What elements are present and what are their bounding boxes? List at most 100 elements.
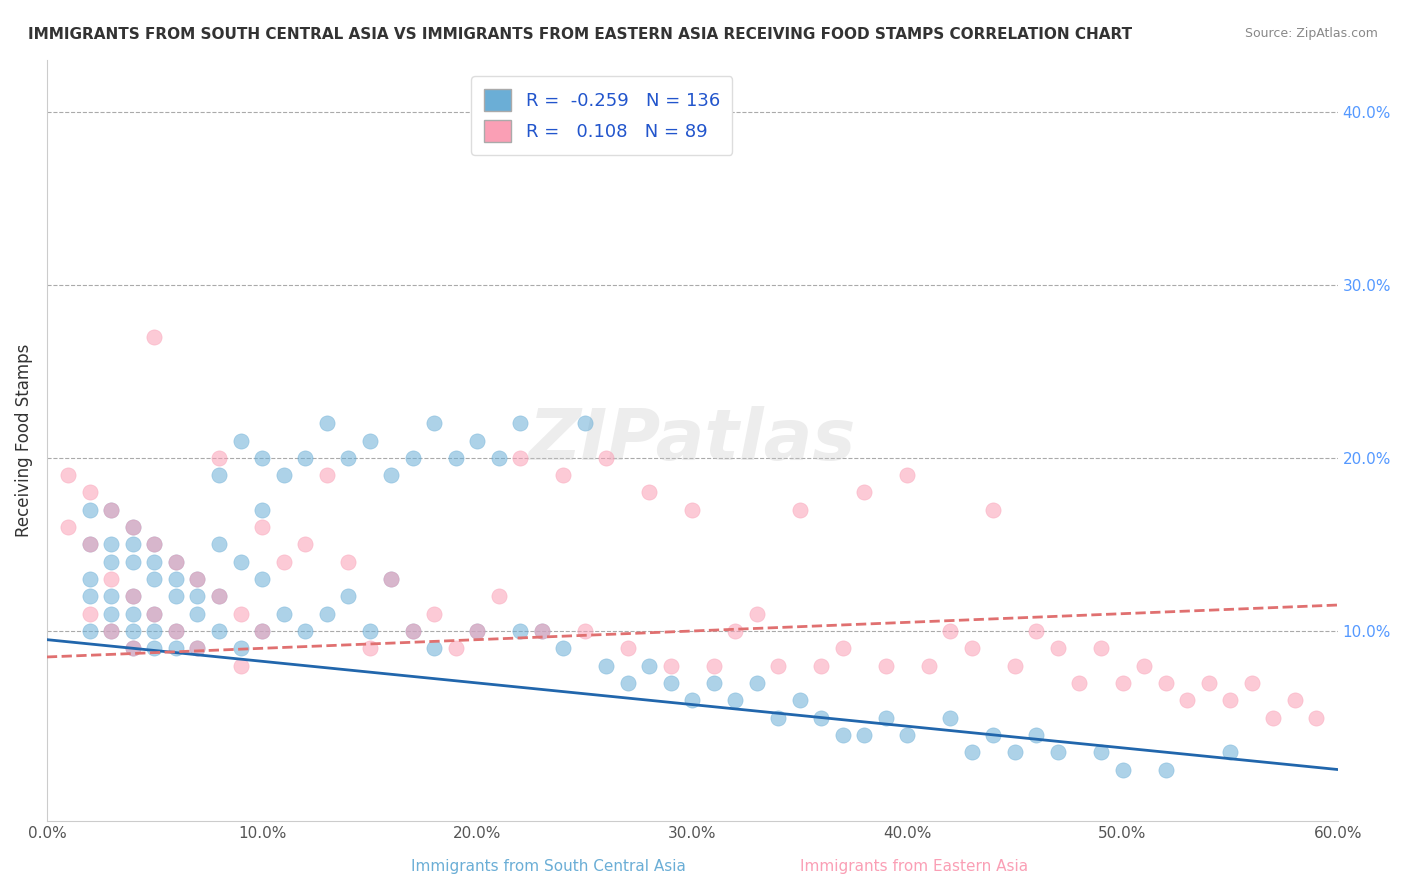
- Text: IMMIGRANTS FROM SOUTH CENTRAL ASIA VS IMMIGRANTS FROM EASTERN ASIA RECEIVING FOO: IMMIGRANTS FROM SOUTH CENTRAL ASIA VS IM…: [28, 27, 1132, 42]
- Point: [186, 572, 208, 586]
- Point: [810, 658, 832, 673]
- Point: [1025, 624, 1047, 638]
- Point: [122, 520, 145, 534]
- Point: [58, 468, 80, 483]
- Point: [165, 555, 187, 569]
- Point: [122, 641, 145, 656]
- Point: [1261, 710, 1284, 724]
- Text: Immigrants from South Central Asia: Immigrants from South Central Asia: [411, 859, 686, 874]
- Point: [703, 676, 725, 690]
- Point: [768, 658, 790, 673]
- Point: [359, 641, 381, 656]
- Point: [401, 450, 423, 465]
- Point: [789, 693, 811, 707]
- Point: [488, 450, 510, 465]
- Point: [616, 641, 638, 656]
- Point: [380, 468, 402, 483]
- Point: [380, 572, 402, 586]
- Point: [143, 537, 166, 551]
- Point: [100, 572, 122, 586]
- Point: [229, 434, 252, 448]
- Text: Source: ZipAtlas.com: Source: ZipAtlas.com: [1244, 27, 1378, 40]
- Point: [659, 676, 682, 690]
- Point: [1069, 676, 1091, 690]
- Point: [960, 745, 983, 759]
- Point: [122, 607, 145, 621]
- Legend: R =  -0.259   N = 136, R =   0.108   N = 89: R = -0.259 N = 136, R = 0.108 N = 89: [471, 76, 733, 154]
- Point: [465, 624, 488, 638]
- Point: [79, 607, 101, 621]
- Point: [229, 658, 252, 673]
- Point: [186, 607, 208, 621]
- Point: [423, 607, 446, 621]
- Point: [1240, 676, 1263, 690]
- Point: [229, 641, 252, 656]
- Point: [423, 416, 446, 430]
- Point: [250, 624, 273, 638]
- Point: [1004, 745, 1026, 759]
- Point: [100, 607, 122, 621]
- Point: [79, 590, 101, 604]
- Point: [1198, 676, 1220, 690]
- Point: [1175, 693, 1198, 707]
- Point: [165, 590, 187, 604]
- Text: Immigrants from Eastern Asia: Immigrants from Eastern Asia: [800, 859, 1028, 874]
- Point: [1111, 676, 1133, 690]
- Point: [250, 572, 273, 586]
- Point: [186, 641, 208, 656]
- Point: [250, 503, 273, 517]
- Point: [1090, 641, 1112, 656]
- Point: [768, 710, 790, 724]
- Point: [122, 537, 145, 551]
- Point: [294, 624, 316, 638]
- Point: [918, 658, 941, 673]
- Point: [250, 624, 273, 638]
- Point: [1219, 693, 1241, 707]
- Point: [143, 329, 166, 343]
- Point: [208, 468, 231, 483]
- Point: [745, 607, 768, 621]
- Point: [122, 590, 145, 604]
- Point: [595, 658, 617, 673]
- Point: [724, 693, 747, 707]
- Point: [853, 485, 876, 500]
- Point: [143, 537, 166, 551]
- Point: [939, 624, 962, 638]
- Point: [79, 485, 101, 500]
- Point: [273, 555, 295, 569]
- Point: [143, 641, 166, 656]
- Point: [553, 468, 575, 483]
- Point: [165, 555, 187, 569]
- Point: [509, 416, 531, 430]
- Point: [444, 641, 467, 656]
- Point: [1004, 658, 1026, 673]
- Point: [1046, 641, 1069, 656]
- Point: [853, 728, 876, 742]
- Point: [831, 728, 853, 742]
- Point: [681, 693, 703, 707]
- Point: [315, 607, 337, 621]
- Point: [359, 434, 381, 448]
- Point: [530, 624, 553, 638]
- Point: [423, 641, 446, 656]
- Point: [789, 503, 811, 517]
- Point: [143, 607, 166, 621]
- Point: [250, 520, 273, 534]
- Point: [315, 468, 337, 483]
- Point: [143, 624, 166, 638]
- Point: [638, 485, 661, 500]
- Point: [1025, 728, 1047, 742]
- Point: [896, 468, 918, 483]
- Point: [208, 624, 231, 638]
- Point: [337, 450, 360, 465]
- Point: [229, 607, 252, 621]
- Point: [186, 641, 208, 656]
- Point: [100, 503, 122, 517]
- Point: [724, 624, 747, 638]
- Point: [79, 537, 101, 551]
- Point: [208, 590, 231, 604]
- Point: [122, 624, 145, 638]
- Y-axis label: Receiving Food Stamps: Receiving Food Stamps: [15, 343, 32, 537]
- Point: [122, 641, 145, 656]
- Point: [186, 572, 208, 586]
